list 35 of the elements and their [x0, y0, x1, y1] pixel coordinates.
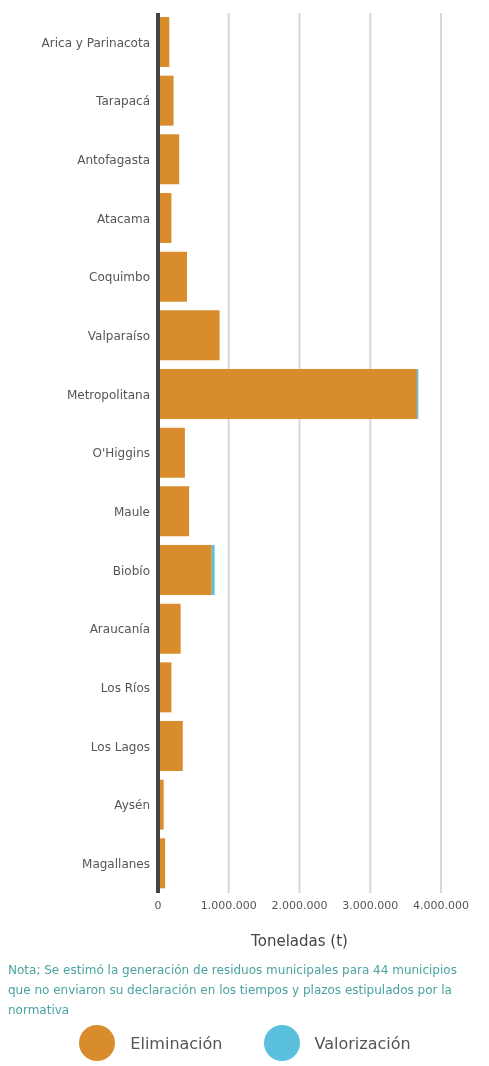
legend-label: Eliminación: [130, 1033, 223, 1053]
bar: [158, 721, 183, 771]
legend-label: Valorización: [314, 1033, 411, 1053]
y-tick-label: O'Higgins: [92, 446, 150, 461]
bar: [158, 134, 180, 185]
bar: [211, 545, 215, 595]
y-tick-label: Magallanes: [82, 856, 150, 871]
y-tick-label: Coquimbo: [89, 270, 150, 285]
x-tick-label: 1.000.000: [200, 898, 257, 912]
x-tick-label: 3.000.000: [342, 898, 399, 912]
y-tick-label: Biobío: [112, 563, 150, 578]
x-tick-label: 0: [154, 898, 162, 912]
x-axis-title: Toneladas (t): [250, 932, 348, 950]
bar: [158, 369, 417, 419]
y-tick-label: Arica y Parinacota: [41, 35, 150, 50]
bar: [158, 75, 174, 126]
x-tick-label: 2.000.000: [271, 898, 328, 912]
y-tick-label: Metropolitana: [66, 387, 150, 402]
y-tick-label: Maule: [113, 504, 150, 519]
y-tick-label: Araucanía: [89, 622, 150, 637]
bar: [158, 427, 185, 478]
bar: [158, 310, 220, 361]
y-tick-label: Antofagasta: [77, 152, 150, 167]
y-tick-label: Valparaíso: [87, 328, 150, 343]
bar: [158, 251, 188, 302]
x-tick-label: 4.000.000: [413, 898, 469, 912]
y-tick-label: Los Lagos: [90, 739, 150, 754]
y-tick-label: Aysén: [114, 798, 150, 813]
y-tick-label: Atacama: [96, 211, 150, 226]
text: Nota; Se estimó la generación de residuos municipales para 44 municipios que no enviaron su declaración en los tiempos y plazos estipulados por la normativa: [8, 962, 458, 1019]
bar: [158, 603, 181, 654]
bar: [158, 486, 190, 537]
y-tick-label: Tarapacá: [95, 94, 150, 109]
y-tick-label: Los Ríos: [100, 680, 150, 695]
bar: [158, 545, 212, 595]
